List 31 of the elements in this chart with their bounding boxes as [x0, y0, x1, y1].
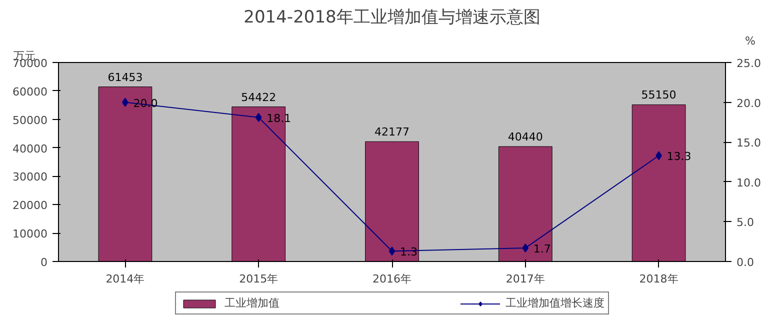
y2-tick-label: 5.0 [736, 216, 754, 230]
y-tick-label: 50000 [12, 114, 48, 127]
y-tick-label: 20000 [12, 199, 48, 212]
x-tick-label: 2018年 [639, 272, 678, 286]
y-tick-label: 10000 [12, 228, 48, 241]
data-label: 1.7 [533, 242, 551, 256]
y2-tick-label: 10.0 [736, 176, 761, 190]
point [255, 112, 262, 122]
x-tick-label: 2016年 [372, 272, 412, 286]
legend-label: 工业增加值 [224, 296, 280, 310]
chart-title: 2014-2018年工业增加值与增速示意图 [244, 8, 540, 28]
y2-tick-label: 20.0 [736, 96, 761, 110]
y2-tick-label: 0.0 [736, 256, 754, 269]
x-tick-label: 2017年 [506, 272, 545, 286]
data-label: 42177 [374, 126, 410, 139]
data-label: 40440 [508, 130, 543, 144]
x-tick-label: 2015年 [239, 272, 278, 286]
y2-tick-label: 25.0 [736, 57, 761, 70]
x-tick-label: 2014年 [106, 272, 145, 286]
data-label: 55150 [641, 88, 676, 102]
point [522, 243, 529, 252]
y-tick-label: 0 [40, 256, 48, 269]
data-label: 54422 [241, 90, 276, 104]
y2-axis-title: % [745, 34, 756, 48]
y2-tick-label: 15.0 [736, 136, 761, 150]
point [388, 246, 396, 256]
y-tick-label: 30000 [12, 170, 48, 184]
y-tick-label: 40000 [12, 142, 48, 156]
legend-label: 工业增加值增长速度 [506, 296, 604, 310]
data-label: 61453 [108, 70, 143, 84]
y-tick-label: 60000 [12, 85, 48, 98]
